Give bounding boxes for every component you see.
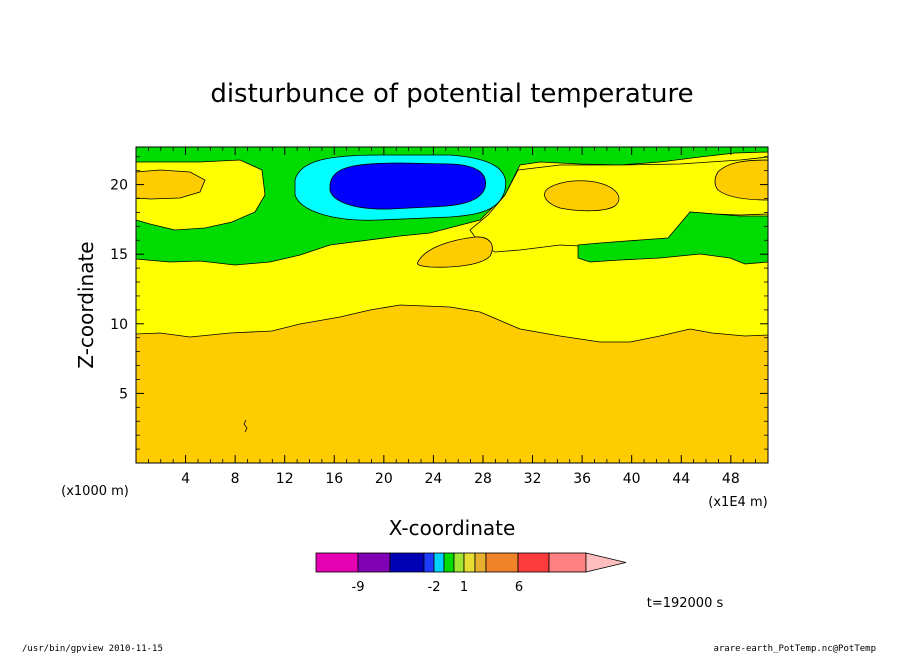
x-tick-label: 48 <box>722 471 740 487</box>
colorbar-arrow <box>585 552 627 573</box>
y-axis-label: Z-coordinate <box>74 241 98 368</box>
x-unit-note: (x1000 m) <box>61 484 129 499</box>
cold-core-inner <box>329 162 486 210</box>
colorbar-segment <box>548 552 587 573</box>
x-axis: 4 8 12 16 20 24 28 32 36 40 44 48 <box>147 147 757 487</box>
colorbar <box>315 552 627 573</box>
warm-spot-left <box>135 169 206 200</box>
y-tick-label: 15 <box>110 247 128 263</box>
x-scale-note: (x1E4 m) <box>708 495 767 510</box>
colorbar-segment <box>463 552 476 573</box>
x-tick-label: 28 <box>474 471 492 487</box>
x-tick-label: 12 <box>276 471 294 487</box>
colorbar-segment <box>423 552 435 573</box>
colorbar-label: 6 <box>515 580 523 595</box>
colorbar-label: 1 <box>460 580 468 595</box>
warm-spot-right <box>714 159 769 201</box>
colorbar-segment <box>433 552 445 573</box>
colorbar-segment <box>389 552 425 573</box>
plot-area <box>135 146 769 464</box>
warm-spot-mid <box>417 236 493 268</box>
colorbar-label: -9 <box>352 580 365 595</box>
footer-left: /usr/bin/gpview 2010-11-15 <box>22 644 163 654</box>
x-tick-label: 24 <box>424 471 442 487</box>
y-axis: 5 10 15 20 <box>110 156 768 450</box>
x-axis-label: X-coordinate <box>389 516 516 540</box>
x-tick-label: 40 <box>623 471 641 487</box>
colorbar-segment <box>357 552 391 573</box>
colorbar-segment <box>315 552 359 573</box>
footer-right: arare-earth_PotTemp.nc@PotTemp <box>713 644 876 654</box>
warm-spot-center <box>544 180 620 212</box>
time-label: t=192000 s <box>647 596 724 611</box>
y-tick-label: 5 <box>119 386 128 402</box>
colorbar-label: -2 <box>428 580 441 595</box>
x-tick-label: 32 <box>524 471 542 487</box>
x-tick-label: 4 <box>181 471 190 487</box>
plot-frame <box>135 146 769 464</box>
x-tick-label: 8 <box>231 471 240 487</box>
colorbar-labels: -9 -2 1 6 <box>352 580 524 595</box>
y-tick-label: 20 <box>110 178 128 194</box>
chart-title: disturbunce of potential temperature <box>210 79 693 109</box>
colorbar-segment <box>443 552 455 573</box>
x-tick-label: 44 <box>672 471 690 487</box>
x-tick-label: 36 <box>573 471 591 487</box>
x-tick-label: 16 <box>325 471 343 487</box>
colorbar-segment <box>474 552 487 573</box>
small-contour-marker <box>243 419 248 433</box>
colorbar-segment <box>485 552 519 573</box>
colorbar-segment <box>453 552 465 573</box>
x-tick-label: 20 <box>375 471 393 487</box>
colorbar-segment <box>517 552 550 573</box>
y-tick-label: 10 <box>110 317 128 333</box>
